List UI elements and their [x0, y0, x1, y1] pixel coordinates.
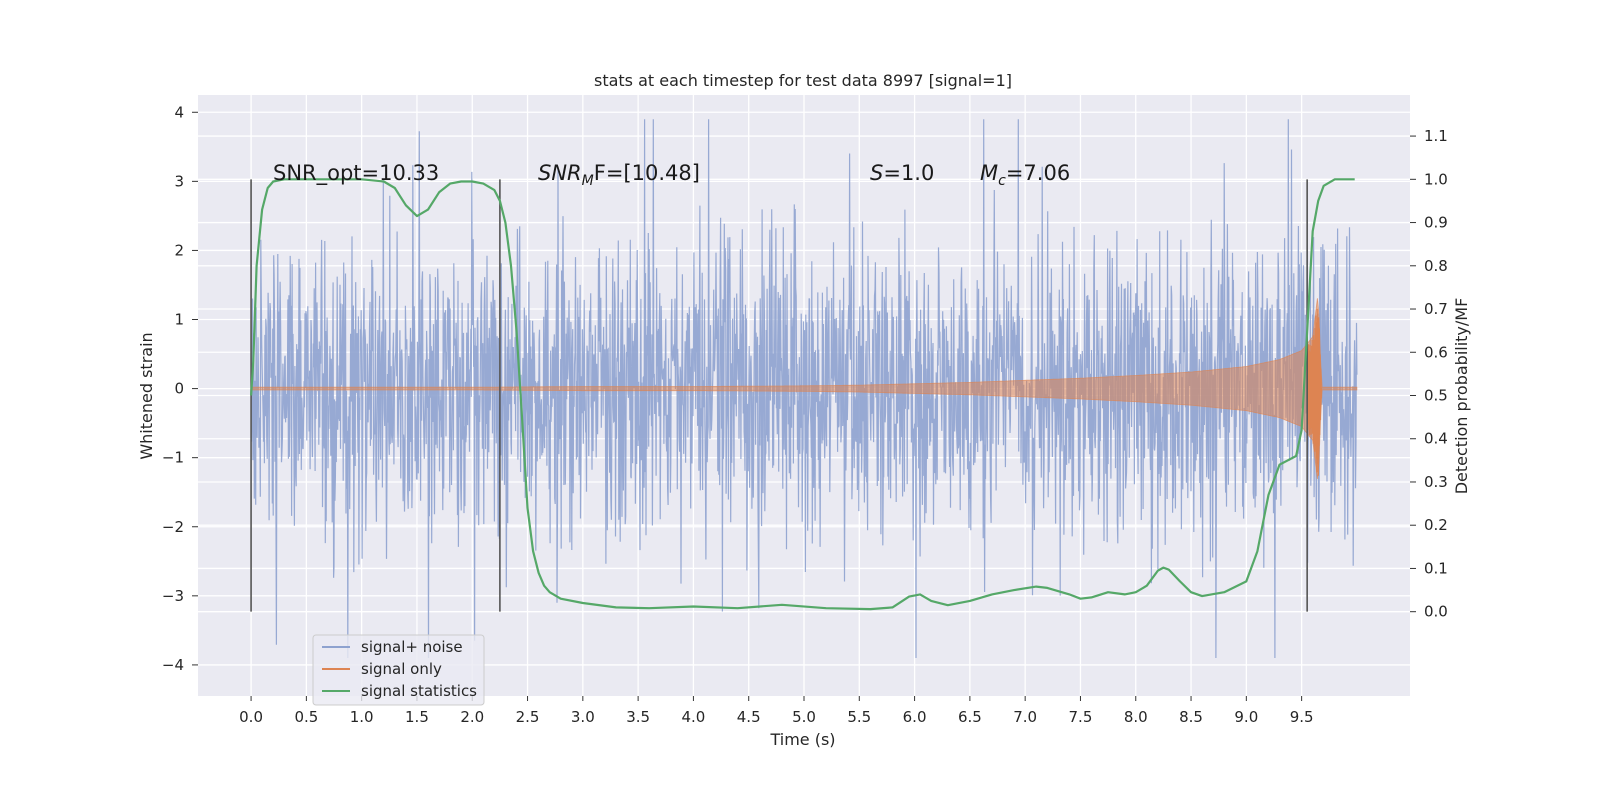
x-tick-label: 8.0 — [1124, 708, 1148, 726]
series-signal-noise — [250, 119, 1358, 659]
y-tick-label: 1 — [174, 311, 184, 329]
annotation-s-italic: S — [870, 161, 883, 185]
x-axis-ticks: 0.0 0.5 1.0 1.5 2.0 2.5 3.0 3.5 4.0 4.5 5.0 5.5 6.0 6… — [239, 696, 1314, 726]
x-tick-label: 9.5 — [1290, 708, 1314, 726]
y2-tick-label: 0.9 — [1424, 214, 1448, 232]
y-axis-label: Whitened strain — [137, 332, 156, 459]
x-tick-label: 8.5 — [1179, 708, 1203, 726]
y2-tick-label: 1.0 — [1424, 170, 1448, 188]
legend: signal+ noise signal only signal statist… — [312, 634, 485, 706]
y-tick-label: −1 — [162, 449, 184, 467]
data-layer — [250, 119, 1358, 659]
annotation-s-rest: =1.0 — [883, 161, 934, 185]
legend-label-signal-statistics: signal statistics — [361, 682, 477, 700]
x-tick-label: 0.0 — [239, 708, 263, 726]
chart-title: stats at each timestep for test data 899… — [594, 71, 1012, 90]
x-tick-label: 3.0 — [571, 708, 595, 726]
annotation-mc: Mc=7.06 — [980, 161, 1070, 189]
annotation-s: S=1.0 — [870, 161, 934, 185]
y-tick-label: −3 — [162, 587, 184, 605]
x-tick-label: 2.0 — [460, 708, 484, 726]
x-tick-label: 1.0 — [350, 708, 374, 726]
x-tick-label: 4.0 — [681, 708, 705, 726]
x-tick-label: 6.0 — [903, 708, 927, 726]
y-tick-label: 4 — [174, 103, 184, 121]
legend-label-signal-noise: signal+ noise — [361, 638, 463, 656]
y-tick-label: −4 — [162, 656, 184, 674]
x-tick-label: 3.5 — [626, 708, 650, 726]
annotation-mc-rest: =7.06 — [1006, 161, 1070, 185]
series-signal-only — [250, 298, 1358, 479]
vertical-markers — [250, 179, 1308, 612]
y2-axis-ticks: 1.1 1.0 0.9 0.8 0.7 0.6 0.5 0.4 0.3 0.2 0.1 0.0 — [1410, 127, 1448, 621]
x-axis-label: Time (s) — [769, 730, 835, 749]
annotation-mc-sub: c — [998, 173, 1006, 189]
annotation-snr-opt: SNR_opt=10.33 — [273, 161, 439, 186]
y2-tick-label: 0.5 — [1424, 387, 1448, 405]
annotation-snr-mf-rest: F=[10.48] — [594, 161, 700, 185]
y-tick-label: 3 — [174, 172, 184, 190]
annotation-snr-mf-sub: M — [582, 173, 594, 189]
legend-box — [312, 634, 485, 706]
annotation-mc-italic: M — [980, 161, 998, 185]
x-tick-label: 2.5 — [516, 708, 540, 726]
x-tick-label: 6.5 — [958, 708, 982, 726]
y2-axis-label: Detection probability/MF — [1452, 298, 1471, 495]
y-axis-ticks: 4 3 2 1 0 −1 −2 −3 −4 — [162, 103, 198, 674]
y2-tick-label: 0.7 — [1424, 300, 1448, 318]
y2-tick-label: 0.3 — [1424, 473, 1448, 491]
annotation-snr-mf: SNRMF=[10.48] — [538, 161, 700, 189]
x-tick-label: 5.0 — [792, 708, 816, 726]
y2-tick-label: 0.2 — [1424, 516, 1448, 534]
x-tick-label: 0.5 — [294, 708, 318, 726]
y2-tick-label: 0.1 — [1424, 559, 1448, 577]
legend-label-signal-only: signal only — [361, 660, 442, 678]
x-tick-label: 9.0 — [1234, 708, 1258, 726]
y2-tick-label: 0.4 — [1424, 430, 1448, 448]
annotation-snr-mf-prefix: SNR — [538, 161, 582, 185]
y2-tick-label: 0.8 — [1424, 257, 1448, 275]
statistics-layer — [250, 178, 1355, 611]
y2-tick-label: 1.1 — [1424, 127, 1448, 145]
x-tick-label: 7.5 — [1069, 708, 1093, 726]
series-signal-statistics — [250, 178, 1355, 611]
x-tick-label: 1.5 — [405, 708, 429, 726]
y2-tick-label: 0.6 — [1424, 343, 1448, 361]
x-tick-label: 5.5 — [847, 708, 871, 726]
x-tick-label: 4.5 — [737, 708, 761, 726]
y-tick-label: 2 — [174, 241, 184, 259]
y-tick-label: 0 — [174, 380, 184, 398]
x-tick-label: 7.0 — [1013, 708, 1037, 726]
y2-tick-label: 0.0 — [1424, 603, 1448, 621]
y-tick-label: −2 — [162, 518, 184, 536]
signal-only-merger — [1306, 308, 1323, 476]
